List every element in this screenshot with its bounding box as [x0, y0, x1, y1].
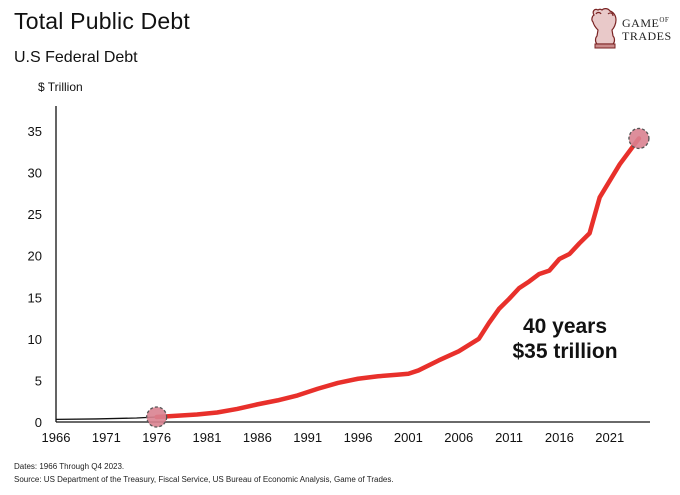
x-tick-label: 1981: [193, 430, 222, 445]
page-title: Total Public Debt: [14, 8, 190, 34]
x-tick-label: 1971: [92, 430, 121, 445]
y-tick-label: 15: [28, 290, 42, 305]
logo-text-game: GAME: [622, 16, 660, 30]
x-tick-label: 2006: [444, 430, 473, 445]
highlight-point: [628, 127, 650, 150]
y-axis-ticks: 0 5 10 15 20 25 30 35: [28, 124, 42, 430]
series-group: [55, 136, 642, 420]
footer-dates: Dates: 1966 Through Q4 2023.: [14, 462, 125, 471]
series-line: [154, 136, 642, 420]
x-tick-label: 1996: [344, 430, 373, 445]
y-tick-label: 5: [35, 373, 42, 388]
game-of-trades-logo: [591, 8, 617, 49]
y-tick-label: 10: [28, 332, 42, 347]
x-tick-label: 1991: [293, 430, 322, 445]
y-tick-label: 35: [28, 124, 42, 139]
x-axis-ticks: 1966 1971 1976 1981 1986 1991 1996 2001 2006 2011…: [42, 430, 625, 445]
footer-source: Source: US Department of the Treasury, F…: [14, 475, 394, 484]
x-tick-label: 2001: [394, 430, 423, 445]
x-tick-label: 1986: [243, 430, 272, 445]
y-tick-label: 0: [35, 415, 42, 430]
logo-text-of: OF: [659, 16, 670, 24]
x-tick-label: 2016: [545, 430, 574, 445]
highlight-point: [146, 406, 168, 428]
x-tick-label: 1966: [42, 430, 71, 445]
chart-subtitle: U.S Federal Debt: [14, 49, 138, 66]
logo-wordmark: GAMEOF TRADES: [622, 14, 672, 43]
y-tick-label: 25: [28, 207, 42, 222]
annotation-line-1: 40 years: [523, 315, 607, 338]
annotation-line-2: $35 trillion: [512, 340, 617, 363]
y-axis-unit-label: $ Trillion: [38, 80, 83, 94]
chess-knight-bull-icon: [591, 8, 617, 49]
x-tick-label: 1976: [142, 430, 171, 445]
highlight-markers: [146, 127, 650, 428]
y-tick-label: 20: [28, 249, 42, 264]
series-line-early: [55, 416, 157, 420]
logo-text-trades: TRADES: [622, 29, 672, 43]
x-tick-label: 2021: [595, 430, 624, 445]
y-tick-label: 30: [28, 166, 42, 181]
x-tick-label: 2011: [495, 430, 523, 445]
